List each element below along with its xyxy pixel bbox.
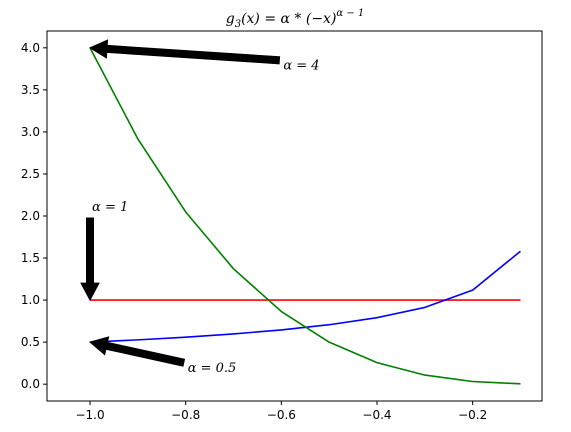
annotation-arrow-2: [80, 217, 100, 302]
series-line-2: [90, 250, 521, 343]
x-tick-label: −0.6: [267, 408, 296, 422]
annotation-label-2: α = 1: [92, 200, 128, 215]
annotation-label-1: α = 4: [283, 58, 319, 73]
y-tick-label: 2.0: [21, 209, 40, 223]
annotation-arrow-3: [88, 336, 186, 367]
annotation-arrow-1: [88, 39, 281, 65]
y-tick-label: 2.5: [21, 167, 40, 181]
y-tick-label: 4.0: [21, 41, 40, 55]
annotation-label-3: α = 0.5: [188, 361, 237, 376]
chart-title: g3(x) = α * (−x)α − 1: [226, 8, 365, 30]
series-line-3: [89, 47, 521, 385]
y-axis: 0.0 0.5 1.0 1.5 2.0 2.5 3.0 3.5 4.0: [21, 41, 47, 391]
y-tick-label: 0.0: [21, 377, 40, 391]
x-axis: −1.0 −0.8 −0.6 −0.4 −0.2: [75, 401, 487, 422]
y-tick-label: 0.5: [21, 335, 40, 349]
y-tick-label: 3.0: [21, 125, 40, 139]
x-tick-label: −1.0: [75, 408, 104, 422]
y-tick-label: 1.0: [21, 293, 40, 307]
plot-area: [89, 47, 521, 385]
x-tick-label: −0.2: [458, 408, 487, 422]
y-tick-label: 3.5: [21, 83, 40, 97]
x-tick-label: −0.8: [171, 408, 200, 422]
x-tick-label: −0.4: [362, 408, 391, 422]
annotations: α = 4 α = 1 α = 0.5: [80, 39, 320, 376]
y-tick-label: 1.5: [21, 251, 40, 265]
